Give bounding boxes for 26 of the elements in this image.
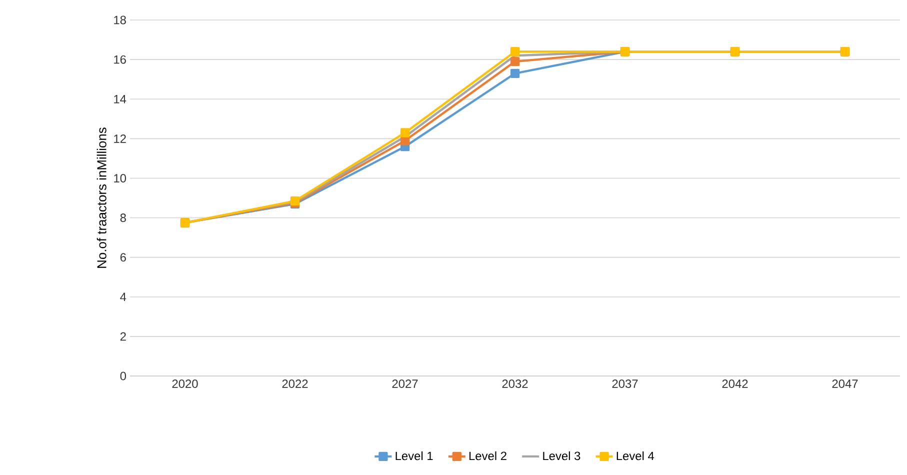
point	[510, 56, 520, 66]
y-tick-label: 10	[114, 174, 126, 182]
x-tick-label: 2042	[722, 380, 748, 388]
y-axis-title: No.of traactors inMillions	[96, 128, 106, 268]
x-tick-label: 2027	[392, 380, 418, 388]
legend-label: Level 3	[543, 451, 580, 460]
y-tick-label: 12	[114, 134, 126, 143]
y-tick-label: 0	[120, 372, 126, 380]
y-tick-label: 18	[114, 16, 126, 24]
legend-label: Level 1	[396, 451, 433, 460]
x-tick-label: 2032	[502, 380, 528, 388]
y-tick-label: 4	[120, 292, 126, 301]
y-tick-label: 2	[120, 332, 126, 341]
point	[510, 47, 520, 56]
x-tick-label: 2037	[612, 380, 638, 388]
x-tick-label: 2022	[282, 380, 308, 388]
point	[510, 68, 520, 78]
x-tick-label: 2020	[172, 380, 198, 388]
point	[400, 128, 410, 138]
legend-label: Level 4	[616, 451, 654, 460]
y-tick-label: 14	[114, 95, 126, 104]
legend-label: Level 2	[469, 451, 506, 460]
y-tick-label: 6	[120, 253, 126, 262]
y-tick-label: 8	[120, 214, 126, 222]
x-tick-label: 2047	[832, 380, 858, 388]
y-tick-label: 16	[114, 55, 126, 64]
